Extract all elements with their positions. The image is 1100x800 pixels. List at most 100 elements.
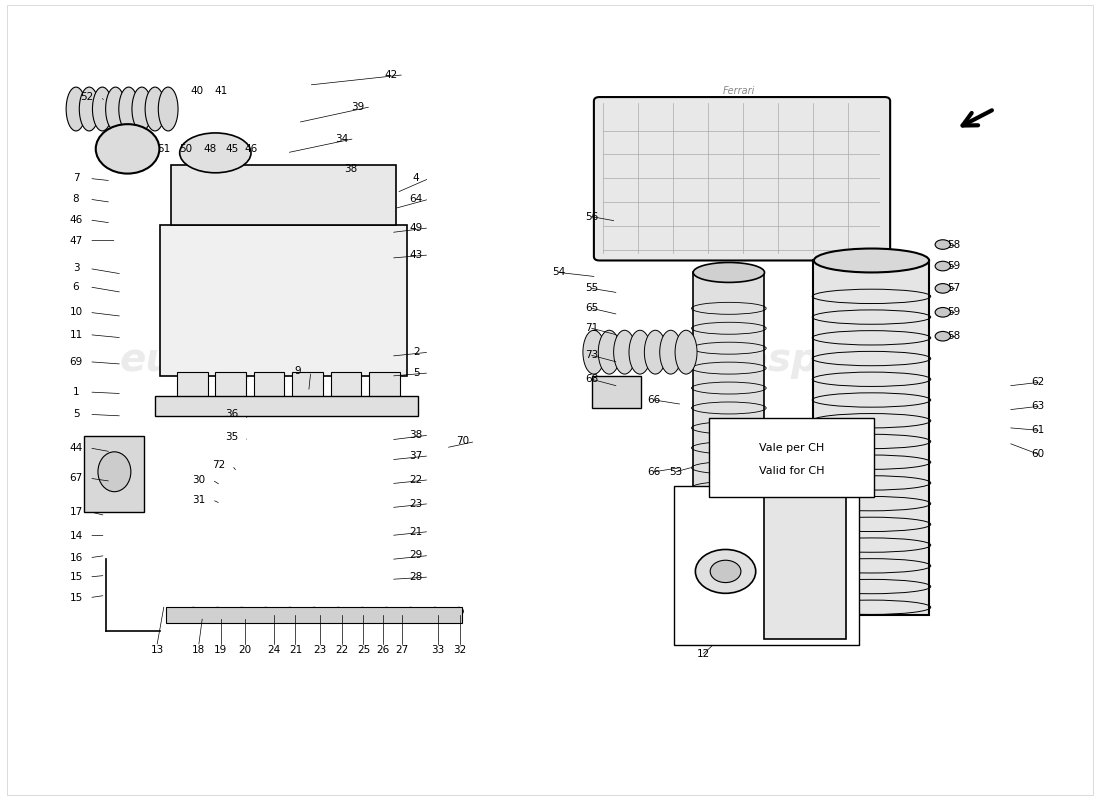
Text: eurospares: eurospares <box>120 341 365 379</box>
Text: 36: 36 <box>226 410 239 419</box>
Text: Valid for CH: Valid for CH <box>759 466 824 477</box>
Bar <box>592 376 641 408</box>
Text: 57: 57 <box>947 283 960 294</box>
Ellipse shape <box>98 452 131 492</box>
Ellipse shape <box>695 550 756 594</box>
Polygon shape <box>161 225 407 376</box>
Text: 63: 63 <box>1032 402 1045 411</box>
Ellipse shape <box>935 307 950 317</box>
Text: 32: 32 <box>453 646 466 655</box>
Text: 58: 58 <box>947 239 960 250</box>
Text: 10: 10 <box>69 307 82 318</box>
Text: 41: 41 <box>214 86 228 96</box>
Text: 21: 21 <box>289 646 302 655</box>
Text: 58: 58 <box>947 331 960 342</box>
Text: 14: 14 <box>69 530 82 541</box>
Ellipse shape <box>238 607 246 615</box>
Text: 8: 8 <box>73 194 79 204</box>
Text: 20: 20 <box>239 646 252 655</box>
Text: 47: 47 <box>69 235 82 246</box>
Text: 62: 62 <box>1032 378 1045 387</box>
Text: 11: 11 <box>69 330 82 340</box>
Text: 73: 73 <box>585 350 598 360</box>
Ellipse shape <box>583 330 605 374</box>
Text: 65: 65 <box>585 303 598 314</box>
Text: 46: 46 <box>245 144 258 154</box>
Text: 17: 17 <box>69 506 82 517</box>
Text: Ferrari: Ferrari <box>723 86 755 96</box>
Text: 4: 4 <box>412 174 419 183</box>
Ellipse shape <box>286 607 295 615</box>
Text: 5: 5 <box>73 410 79 419</box>
Text: 6: 6 <box>73 282 79 292</box>
Text: 34: 34 <box>334 134 349 143</box>
Text: 43: 43 <box>409 250 422 260</box>
Ellipse shape <box>382 607 390 615</box>
Text: Vale per CH: Vale per CH <box>759 443 824 453</box>
Text: 40: 40 <box>190 86 204 96</box>
Text: 68: 68 <box>585 374 598 384</box>
Text: 28: 28 <box>409 572 422 582</box>
Text: 5: 5 <box>412 368 419 378</box>
Text: 67: 67 <box>69 473 82 483</box>
Bar <box>254 372 285 408</box>
Text: 64: 64 <box>409 194 422 204</box>
Ellipse shape <box>92 87 112 131</box>
Text: 22: 22 <box>334 646 349 655</box>
Text: 44: 44 <box>69 443 82 453</box>
Text: 70: 70 <box>455 437 469 446</box>
Bar <box>172 165 396 225</box>
Ellipse shape <box>145 87 165 131</box>
Ellipse shape <box>158 87 178 131</box>
Text: 69: 69 <box>69 357 82 366</box>
Text: 3: 3 <box>73 263 79 274</box>
Text: 7: 7 <box>73 174 79 183</box>
Bar <box>764 492 846 639</box>
Ellipse shape <box>406 607 415 615</box>
Text: 42: 42 <box>384 70 397 80</box>
Bar <box>155 396 418 416</box>
Ellipse shape <box>310 607 319 615</box>
Text: 19: 19 <box>214 646 228 655</box>
Text: 9: 9 <box>295 366 301 376</box>
Text: 18: 18 <box>192 646 206 655</box>
Bar <box>216 372 246 408</box>
Text: 51: 51 <box>157 144 170 154</box>
Ellipse shape <box>711 560 741 582</box>
Text: 2: 2 <box>412 347 419 357</box>
Text: 23: 23 <box>409 498 422 509</box>
Text: 27: 27 <box>395 646 408 655</box>
Text: 12: 12 <box>697 649 711 658</box>
Ellipse shape <box>262 607 271 615</box>
Ellipse shape <box>454 607 463 615</box>
Text: 30: 30 <box>192 474 206 485</box>
Ellipse shape <box>189 607 198 615</box>
Text: 39: 39 <box>351 102 364 112</box>
Text: 16: 16 <box>69 553 82 563</box>
Text: 66: 66 <box>648 466 661 477</box>
FancyBboxPatch shape <box>674 486 859 645</box>
Text: 60: 60 <box>1032 450 1045 459</box>
Ellipse shape <box>693 262 764 282</box>
Text: 59: 59 <box>947 307 960 318</box>
Text: 31: 31 <box>192 494 206 505</box>
Text: 71: 71 <box>585 323 598 334</box>
Text: 53: 53 <box>670 466 683 477</box>
Bar <box>368 372 399 408</box>
Text: 29: 29 <box>409 550 422 561</box>
Ellipse shape <box>660 330 682 374</box>
Ellipse shape <box>213 607 222 615</box>
Text: 52: 52 <box>80 92 94 102</box>
Ellipse shape <box>629 330 651 374</box>
Text: 15: 15 <box>69 572 82 582</box>
Ellipse shape <box>333 607 342 615</box>
Text: 38: 38 <box>409 430 422 440</box>
Text: 23: 23 <box>314 646 327 655</box>
Ellipse shape <box>430 607 439 615</box>
FancyBboxPatch shape <box>594 97 890 261</box>
Ellipse shape <box>675 330 697 374</box>
Text: 59: 59 <box>947 261 960 271</box>
Text: eurospares: eurospares <box>669 341 914 379</box>
Text: 61: 61 <box>1032 426 1045 435</box>
Text: 26: 26 <box>376 646 389 655</box>
